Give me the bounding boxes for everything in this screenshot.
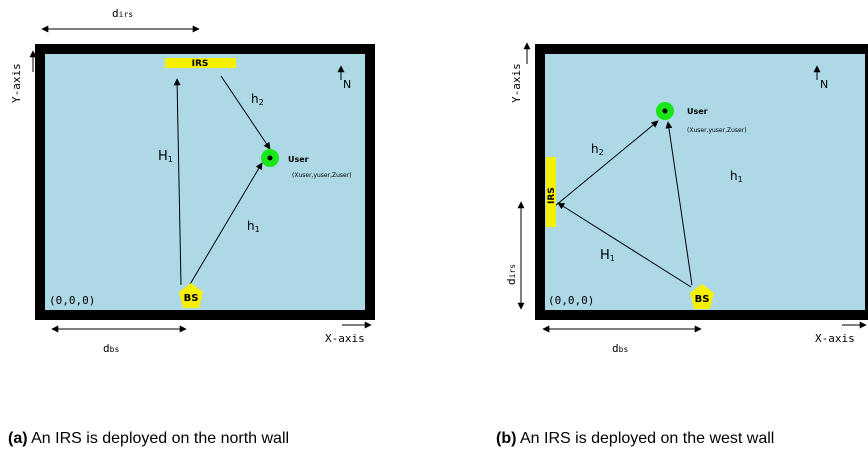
bs-label: BS bbox=[184, 293, 199, 304]
link-h2-irs-to-user bbox=[554, 120, 659, 207]
user-title: User bbox=[687, 107, 708, 116]
caption-a-text: An IRS is deployed on the north wall bbox=[31, 430, 290, 447]
H1-label: H1 bbox=[600, 248, 615, 263]
panel-b: Y-axis N h2 h1 H1 User (Xuser,yuser,Zuse… bbox=[505, 42, 868, 355]
d-irs-label: dirs bbox=[505, 264, 518, 285]
y-axis-label: Y-axis bbox=[10, 63, 23, 103]
x-axis-label: X-axis bbox=[325, 332, 365, 345]
user-marker-dot bbox=[662, 108, 668, 114]
bs-marker bbox=[690, 284, 714, 309]
link-H1-bs-to-irs bbox=[557, 202, 692, 288]
h1-label: h1 bbox=[730, 169, 743, 184]
origin-label: (0,0,0) bbox=[49, 294, 95, 307]
caption-b-text: An IRS is deployed on the west wall bbox=[520, 430, 775, 447]
irs-panel bbox=[165, 58, 236, 68]
irs-panel bbox=[546, 157, 556, 227]
user-title: User bbox=[288, 155, 309, 164]
link-h1-bs-to-user bbox=[665, 121, 693, 286]
link-H1-bs-to-irs bbox=[173, 78, 182, 286]
H1-label: H1 bbox=[158, 149, 173, 164]
irs-label: IRS bbox=[547, 187, 557, 204]
h2-label: h2 bbox=[251, 92, 264, 107]
d-bs-label: dbs bbox=[103, 342, 119, 355]
north-label: N bbox=[343, 78, 351, 91]
link-h1-bs-to-user bbox=[188, 162, 263, 287]
room bbox=[35, 44, 375, 320]
panel-a: dirs Y-axis IRS N h2 H1 h1 User (Xuser,y bbox=[10, 7, 375, 355]
caption-a-prefix: (a) bbox=[8, 430, 28, 447]
room bbox=[535, 44, 868, 320]
user-marker-dot bbox=[267, 155, 273, 161]
bs-marker bbox=[179, 283, 203, 308]
bs-label: BS bbox=[695, 294, 710, 305]
north-label: N bbox=[820, 78, 828, 91]
caption-b: (b) An IRS is deployed on the west wall bbox=[496, 430, 774, 448]
irs-label: IRS bbox=[192, 59, 209, 69]
d-bs-label: dbs bbox=[612, 342, 628, 355]
caption-b-prefix: (b) bbox=[496, 430, 517, 447]
h1-label: h1 bbox=[247, 219, 260, 234]
link-h2-irs-to-user bbox=[220, 75, 271, 150]
origin-label: (0,0,0) bbox=[548, 294, 594, 307]
h2-label: h2 bbox=[591, 142, 604, 157]
y-axis-label: Y-axis bbox=[510, 63, 523, 103]
x-axis-label: X-axis bbox=[815, 332, 855, 345]
user-coords: (Xuser,yuser,Zuser) bbox=[292, 172, 352, 179]
d-irs-label: dirs bbox=[112, 7, 133, 20]
caption-a: (a) An IRS is deployed on the north wall bbox=[8, 430, 289, 448]
user-coords: (Xuser,yuser,Zuser) bbox=[687, 127, 747, 134]
